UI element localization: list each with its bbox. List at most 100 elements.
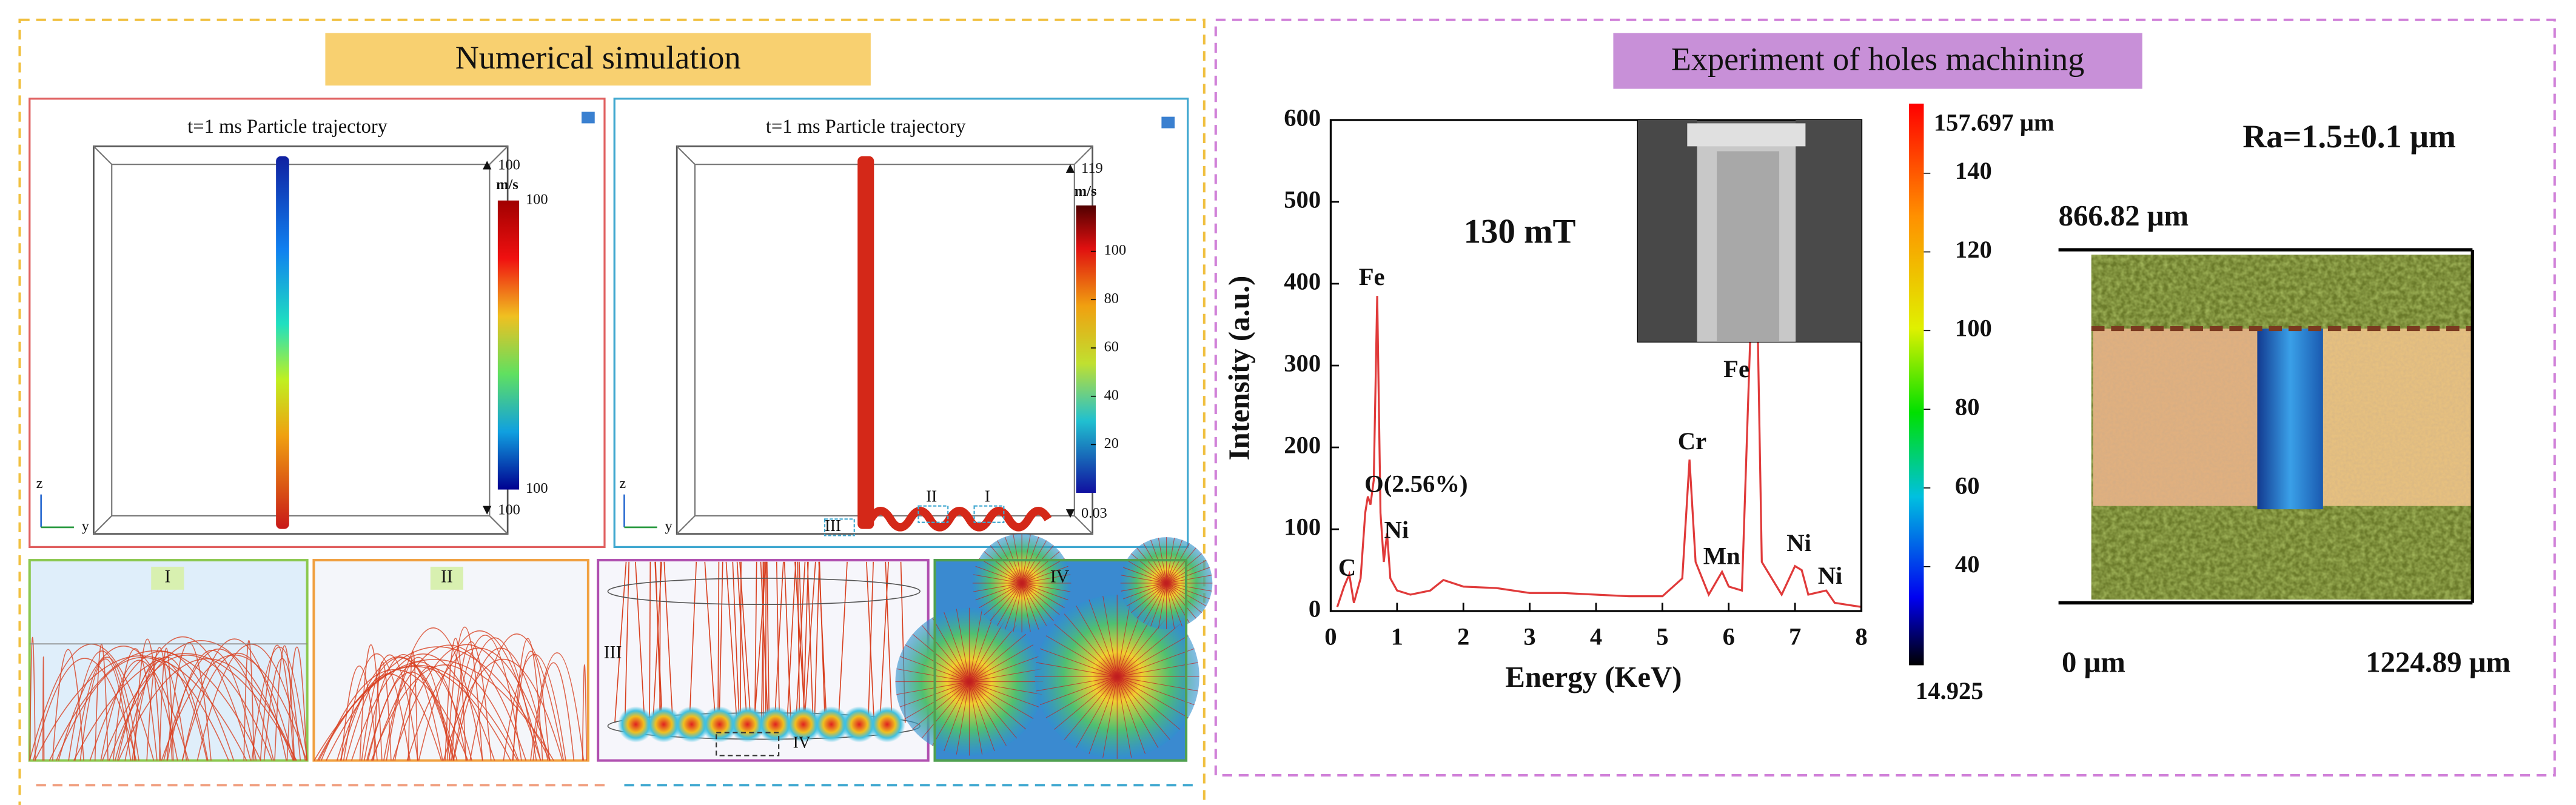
trajectory: [532, 662, 575, 761]
burst-ray: [1039, 676, 1118, 706]
burst-ray: [1116, 676, 1159, 749]
burst-ray: [1150, 583, 1167, 627]
burst-ray: [1021, 540, 1047, 584]
trajectory: [146, 647, 173, 761]
burst-ray: [968, 681, 983, 755]
burst-ray: [1045, 635, 1118, 677]
y-tick-label: 600: [1284, 104, 1321, 131]
colorbar-a: [497, 200, 520, 490]
burst-ray: [1021, 566, 1068, 584]
trajectory: [704, 561, 716, 723]
trajectory: [783, 561, 791, 723]
trajectory: [100, 660, 178, 761]
y-tick-label: 500: [1284, 185, 1321, 213]
colorbar-tick-label: 100: [1104, 242, 1127, 258]
trajectory: [443, 658, 563, 761]
x-tick-label: 1: [1391, 623, 1403, 650]
trajectory: [736, 561, 748, 723]
burst-ray: [1064, 676, 1118, 740]
burst-ray: [1036, 662, 1118, 677]
burst-ray: [1045, 676, 1118, 718]
burst-ray: [1126, 559, 1167, 584]
trajectory: [740, 561, 742, 723]
burst-ray: [1076, 605, 1118, 677]
marker-box: [917, 505, 949, 523]
burst-ray: [956, 609, 970, 682]
domain-edge: [676, 515, 696, 535]
x-tick-label: 2: [1457, 623, 1469, 650]
trajectory: [109, 640, 294, 761]
trajectory: [112, 648, 158, 761]
peak-label: C: [1338, 554, 1356, 581]
trajectory: [766, 561, 770, 723]
x-tick-label: 7: [1789, 623, 1801, 650]
trajectory: [837, 561, 848, 723]
sem-channel-core: [1717, 151, 1780, 342]
burst-ray: [1117, 662, 1198, 677]
burst-ray: [1013, 534, 1022, 584]
burst-ray: [1076, 676, 1118, 749]
trajectory: [94, 644, 109, 761]
trajectory: [196, 644, 306, 761]
burst-ray: [990, 545, 1022, 584]
marker-label: III: [825, 516, 841, 535]
colorbar-a-bottom: 100: [526, 480, 548, 496]
burst-ray: [973, 583, 1022, 592]
burst-ray: [1021, 583, 1060, 615]
burst-ray: [1102, 676, 1118, 758]
trajectory: [624, 561, 630, 723]
burst-ray: [1054, 676, 1118, 730]
burst-ray: [1121, 575, 1167, 584]
trajectory: [363, 654, 443, 761]
sem-top: [1687, 123, 1806, 147]
y-axis-title: Intensity (a.u.): [1223, 276, 1255, 461]
x-tick-label: 0: [1324, 623, 1337, 650]
trajectory: [34, 655, 247, 761]
trajectory: [181, 652, 295, 761]
burst-ray: [1021, 583, 1068, 601]
right-title-box: [1613, 33, 2142, 89]
burst-ray: [1166, 567, 1210, 584]
axis-label-y: y: [82, 518, 90, 534]
trajectory: [392, 644, 542, 761]
sem-wall: [1638, 120, 1697, 342]
colorbar-a-min: ▼ 100: [480, 501, 520, 518]
trajectory: [58, 646, 189, 761]
burst-ray: [1166, 539, 1182, 584]
y-tick-label: 200: [1284, 431, 1321, 458]
profile-height: 866.82 μm: [2059, 199, 2189, 232]
burst-ray: [984, 583, 1022, 615]
marker-box: [823, 518, 855, 536]
trajectory: [361, 654, 418, 761]
burst-ray: [1116, 676, 1181, 730]
trajectory: [124, 656, 209, 761]
burst-ray: [969, 681, 1018, 739]
burst-ray: [1054, 623, 1118, 677]
trajectory: [469, 633, 565, 761]
colorbar-tick-label: 40: [1104, 387, 1119, 403]
detail-label: I: [164, 567, 170, 587]
burst-ray: [968, 681, 1007, 746]
particle-blob: [757, 706, 794, 743]
colorbar-tick-label: 60: [1955, 472, 1980, 499]
burst-ray: [1117, 676, 1195, 706]
colorbar-tick-label: 140: [1955, 157, 1992, 184]
profile-channel: [2257, 329, 2323, 510]
trajectory: [819, 561, 826, 723]
burst-ray: [968, 609, 983, 682]
trajectory: [649, 561, 651, 723]
detail-label-bg: [430, 566, 463, 590]
trajectory: [243, 640, 255, 761]
colorbar-tick-label: 120: [1955, 236, 1992, 263]
particle-blob: [617, 706, 654, 743]
burst-ray: [1064, 613, 1118, 677]
burst-ray: [969, 624, 1018, 682]
domain-inner: [111, 164, 491, 517]
trajectory: [359, 644, 383, 761]
trajectory: [866, 561, 875, 723]
burst-ray: [1143, 543, 1167, 584]
domain-edge: [1074, 145, 1093, 165]
burst-ray: [979, 583, 1022, 609]
burst-ray: [921, 624, 970, 682]
particle-column: [276, 156, 289, 529]
